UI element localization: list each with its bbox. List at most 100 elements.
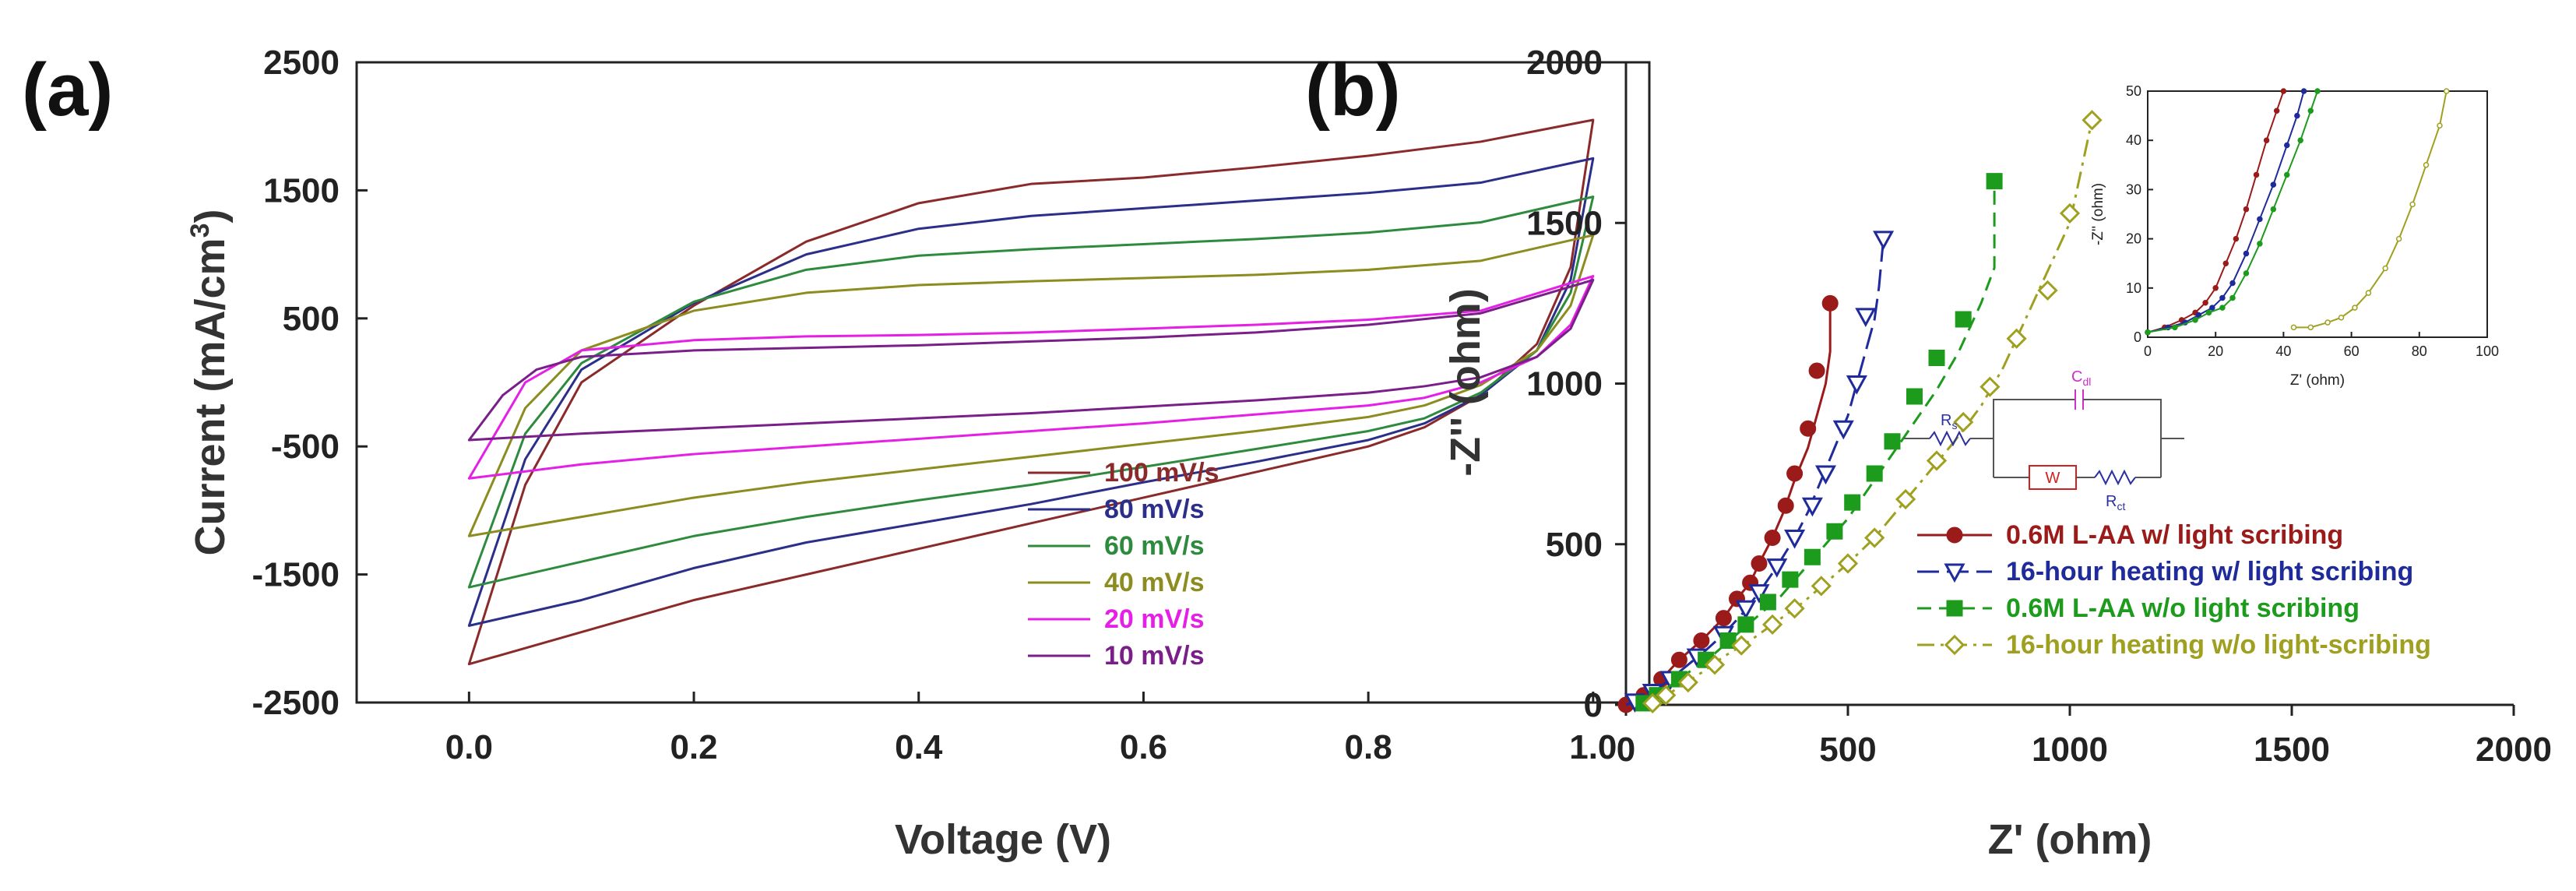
- y-tick-label: 1500: [1526, 204, 1603, 242]
- data-marker: [1735, 600, 1757, 620]
- cdl-sub: dl: [2082, 375, 2091, 388]
- panel-b-y-axis-label: -Z'' (ohm): [1442, 288, 1489, 477]
- data-marker: [1955, 311, 1972, 328]
- data-marker: [1986, 173, 2003, 190]
- inset-marker: [2324, 319, 2331, 326]
- rct-text: R: [2106, 493, 2117, 510]
- panel-a-label: (a): [22, 48, 113, 132]
- inset-x-tick-label: 20: [2208, 343, 2223, 359]
- inset-marker: [2352, 305, 2358, 311]
- inset-x-axis-label: Z' (ohm): [2290, 372, 2345, 389]
- inset-y-tick-label: 0: [2134, 329, 2141, 345]
- x-tick-label: 0: [1617, 731, 1635, 769]
- inset-y-tick-label: 10: [2126, 280, 2141, 296]
- inset-frame: [2147, 90, 2488, 338]
- legend-label: 20 mV/s: [1104, 604, 1205, 634]
- inset-marker: [2297, 137, 2303, 143]
- x-tick-label: 0.0: [445, 728, 493, 766]
- data-marker: [1804, 548, 1821, 565]
- panel-a-y-ticks: -2500 -1500 -500 500 1500 2500: [252, 44, 368, 722]
- data-marker: [1693, 632, 1710, 649]
- inset-marker: [2263, 137, 2270, 143]
- legend-label: 80 mV/s: [1104, 495, 1205, 524]
- inset-marker: [2365, 290, 2372, 296]
- data-marker: [1873, 231, 1895, 250]
- x-tick-label: 1.0: [1569, 728, 1617, 766]
- rs-label: Rs: [1941, 412, 1957, 431]
- inset-marker: [2280, 88, 2287, 94]
- data-marker: [1704, 654, 1726, 675]
- legend-label: 16-hour heating w/ light scribing: [2006, 557, 2413, 586]
- cv-curve-series-3: [467, 195, 1595, 589]
- data-marker: [1832, 420, 1854, 440]
- inset-marker: [2307, 107, 2314, 114]
- nyquist-series-3: [1635, 173, 2003, 712]
- inset-series-line: [2293, 90, 2448, 329]
- data-marker: [1928, 350, 1945, 366]
- legend-label: 10 mV/s: [1104, 641, 1205, 671]
- y-tick-label: -1500: [252, 556, 340, 594]
- inset-x-tick-label: 100: [2476, 343, 2499, 359]
- inset-marker: [2229, 294, 2236, 301]
- x-tick-label: 1500: [2254, 731, 2330, 769]
- data-marker: [1866, 465, 1883, 482]
- data-marker: [1895, 488, 1916, 510]
- y-tick-label: 2000: [1526, 44, 1603, 82]
- circuit-wire-top-right: [2083, 399, 2162, 477]
- panel-a-series: [467, 118, 1595, 666]
- inset-series-4: [2290, 88, 2450, 331]
- inset-ticks: 0 20 40 60 80 100 0 10 20 30 40 50: [2126, 83, 2499, 359]
- data-marker: [1844, 494, 1861, 511]
- inset-series-3: [2145, 88, 2321, 336]
- inset-marker: [2222, 260, 2229, 266]
- nyquist-series-4: [1642, 110, 2103, 714]
- inset-marker: [2243, 270, 2250, 276]
- inset-x-tick-label: 80: [2412, 343, 2427, 359]
- data-marker: [1826, 523, 1843, 540]
- inset-y-tick-label: 40: [2126, 132, 2141, 148]
- data-marker: [1786, 465, 1804, 482]
- x-tick-label: 0.6: [1120, 728, 1167, 766]
- inset-x-tick-label: 40: [2275, 343, 2291, 359]
- data-marker: [1953, 411, 1974, 433]
- inset-marker: [2243, 250, 2250, 257]
- x-tick-label: 0.4: [895, 728, 943, 766]
- inset-marker: [2253, 171, 2260, 178]
- inset-marker: [2257, 241, 2263, 247]
- rs-resistor: [1929, 430, 1971, 447]
- legend-label: 16-hour heating w/o light-scribing: [2006, 630, 2431, 660]
- inset-x-tick-label: 60: [2344, 343, 2360, 359]
- ylabel-main: Current (mA/cm: [187, 238, 234, 555]
- panel-b-label: (b): [1305, 48, 1401, 132]
- legend-label: 0.6M L-AA w/o light scribing: [2006, 593, 2360, 623]
- cdl-label: Cdl: [2071, 368, 2091, 388]
- y-tick-label: -500: [271, 428, 340, 466]
- data-marker: [1751, 555, 1768, 572]
- nyquist-series-1: [1617, 294, 1839, 713]
- inset-marker: [2395, 235, 2402, 242]
- x-tick-label: 2000: [2476, 731, 2552, 769]
- data-marker: [1811, 576, 1832, 597]
- rs-sub: s: [1951, 419, 1957, 431]
- inset-marker: [2290, 324, 2297, 331]
- panel-a-x-ticks: 0.0 0.2 0.4 0.6 0.8 1.0: [445, 692, 1617, 766]
- cv-curve-series-1: [467, 118, 1595, 666]
- panel-a-x-axis-label: Voltage (V): [895, 816, 1111, 863]
- ylabel-sup: 3: [185, 224, 215, 238]
- panel-a-y-axis-label: Current (mA/cm3): [185, 210, 234, 556]
- rct-label: Rct: [2106, 493, 2125, 512]
- data-marker: [1784, 530, 1806, 549]
- inset-marker: [2338, 314, 2345, 321]
- data-marker: [1777, 497, 1794, 514]
- data-marker: [1884, 433, 1901, 450]
- panel-b-series: [1617, 110, 2103, 714]
- data-marker: [1737, 616, 1754, 633]
- inset-chart: 0 20 40 60 80 100 0 10 20 30 40 50 Z' (ohm) -Z'' (o…: [2090, 83, 2499, 389]
- data-marker: [1906, 388, 1923, 405]
- series-line: [1652, 119, 2093, 706]
- data-marker: [1814, 465, 1837, 485]
- legend-label: 60 mV/s: [1104, 531, 1205, 561]
- equivalent-circuit: W Rs Cdl Rct: [1904, 368, 2184, 512]
- data-marker: [1782, 571, 1799, 588]
- cv-curve-series-6: [467, 278, 1595, 442]
